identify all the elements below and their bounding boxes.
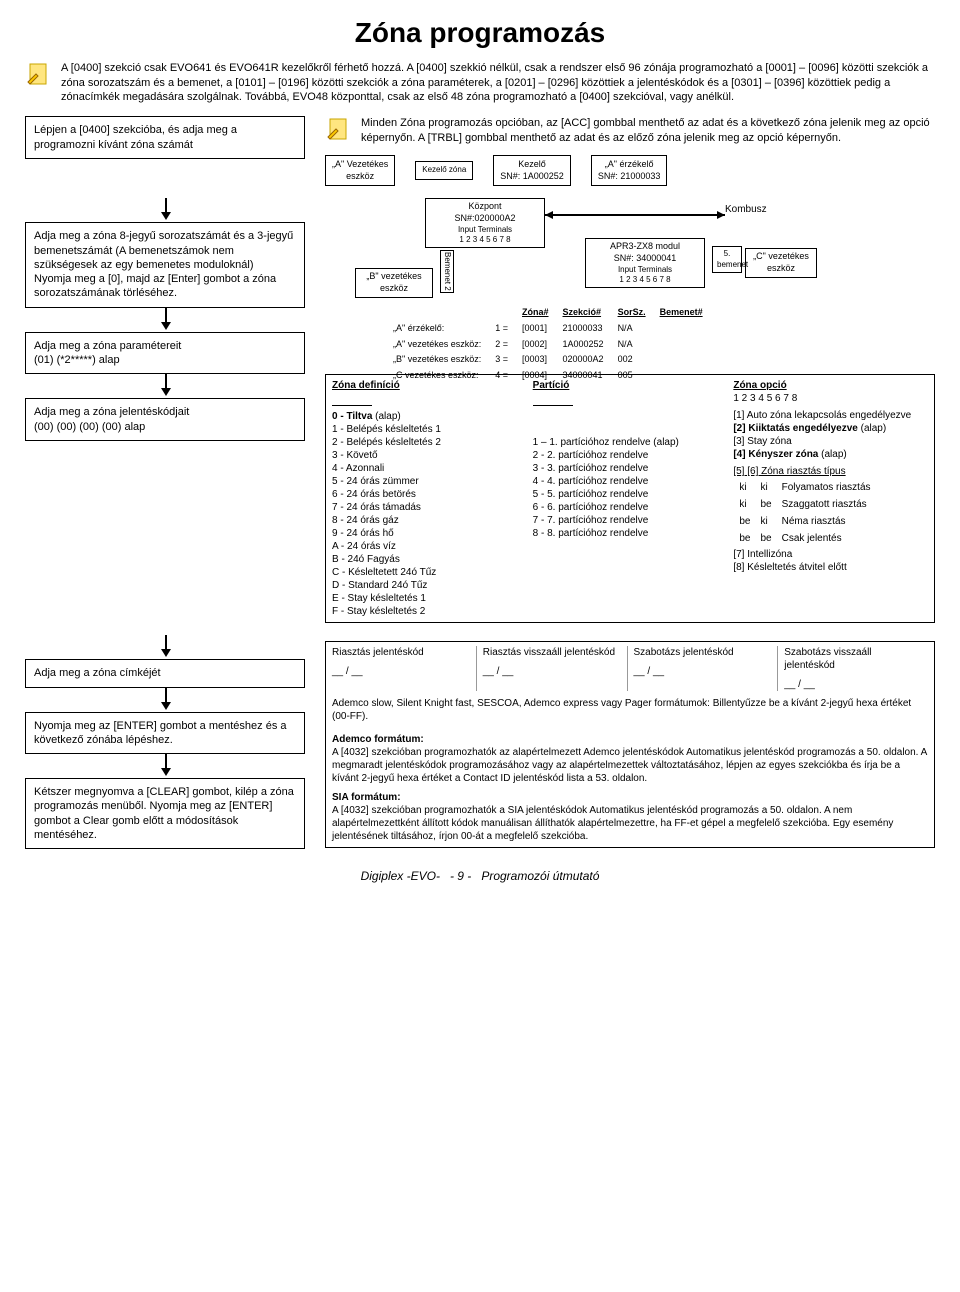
note-icon [325,116,353,144]
device-a: „A" Vezetékeseszköz [325,155,395,186]
step-1: Lépjen a [0400] szekcióba, és adja meg a… [25,116,305,159]
wiring-diagram: KözpontSN#:020000A2 Input Terminals1 2 3… [325,198,935,368]
step-2: Adja meg a zóna 8-jegyű sorozatszámát és… [25,222,305,307]
page-footer: Digiplex -EVO- - 9 - Programozói útmutat… [25,869,935,885]
step-6: Nyomja meg az [ENTER] gombot a mentéshez… [25,712,305,755]
note-icon [25,61,53,89]
report-codes-panel: Riasztás jelentéskód__ / __ Riasztás vis… [325,641,935,848]
step-3: Adja meg a zóna paramétereit (01) (*2***… [25,332,305,375]
zone-config-panel: Zóna definíció 0 - Tiltva (alap)1 - Belé… [325,374,935,623]
device-kezelo: KezelőSN#: 1A000252 [493,155,571,186]
device-kezelo-zona: Kezelő zóna [415,161,473,179]
step-4: Adja meg a zóna jelentéskódjait (00) (00… [25,398,305,441]
info-text: Minden Zóna programozás opcióban, az [AC… [361,116,935,145]
device-a-erzekelo: „A" érzékelőSN#: 21000033 [591,155,668,186]
intro-text: A [0400] szekció csak EVO641 és EVO641R … [61,61,935,104]
step-5: Adja meg a zóna címkéjét [25,659,305,687]
page-title: Zóna programozás [25,15,935,51]
step-7: Kétszer megnyomva a [CLEAR] gombot, kilé… [25,778,305,849]
